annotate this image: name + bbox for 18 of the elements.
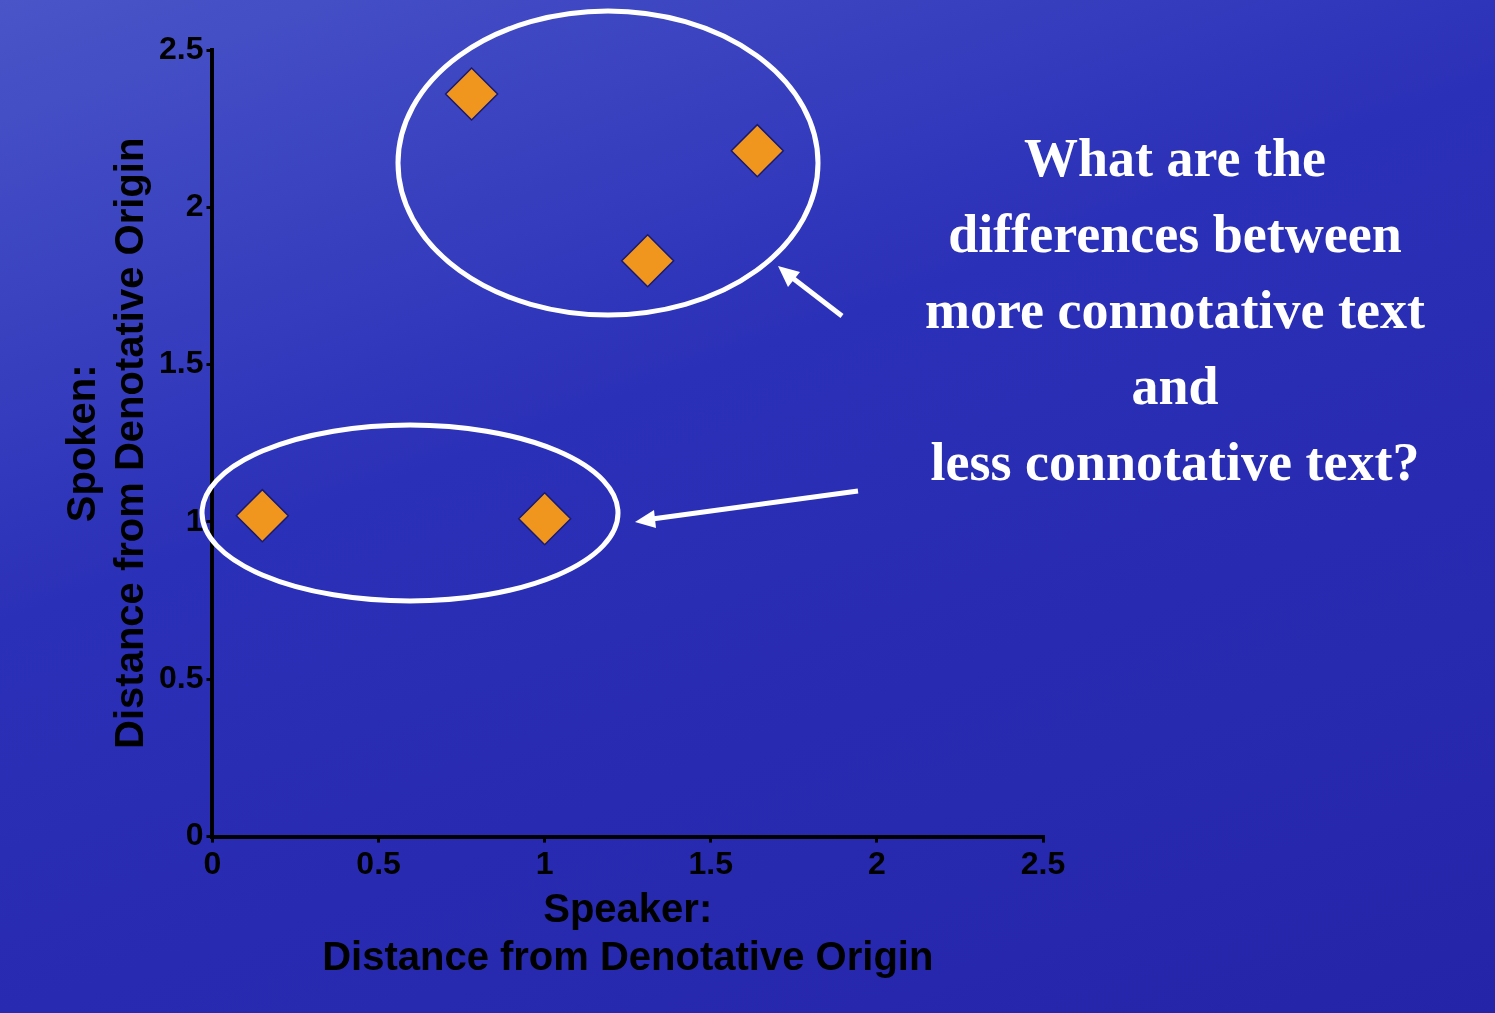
- point: [730, 123, 785, 178]
- x-tick-label: 0.5: [356, 844, 401, 881]
- y-axis-title: Spoken: Distance from Denotative Origin: [59, 137, 152, 749]
- point: [235, 488, 290, 543]
- y-tick-label: 2: [185, 187, 204, 224]
- annotation: What are the differences between more connotative text and less connotative text?: [924, 127, 1426, 494]
- x-axis-title: Speaker: Distance from Denotative Origin: [322, 886, 934, 979]
- y-tick-label: 1.5: [159, 344, 204, 381]
- x-tick-label: 1: [535, 844, 554, 881]
- point: [444, 67, 499, 121]
- point: [620, 234, 675, 288]
- point: [517, 492, 572, 546]
- y-tick-label: 2.5: [159, 29, 204, 66]
- y-tick-label: 0: [185, 816, 204, 853]
- x-tick-label: 2: [868, 844, 886, 881]
- y-tick-label: 0.5: [159, 659, 204, 696]
- x-tick-label: 1.5: [688, 844, 734, 881]
- x-tick-label: 2.5: [1020, 844, 1066, 881]
